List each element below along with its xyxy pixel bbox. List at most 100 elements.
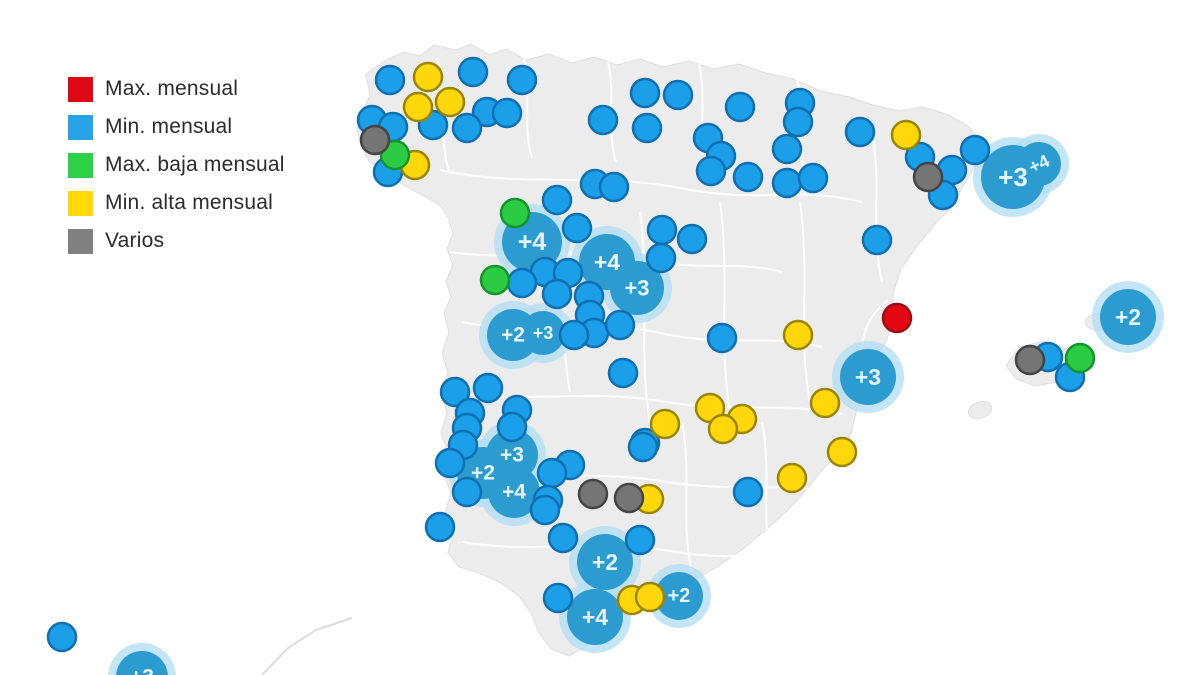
record-dot-blue[interactable] [547, 522, 579, 554]
cluster-count-label: +2 [592, 549, 618, 575]
record-dot-blue[interactable] [771, 167, 803, 199]
cluster-marker[interactable] [655, 572, 703, 620]
record-dot-yellow[interactable] [890, 119, 922, 151]
cluster-count-label: +3 [500, 444, 524, 467]
record-dot-blue[interactable] [529, 494, 561, 526]
cluster-count-label: +3 [130, 666, 154, 675]
record-dot-blue[interactable] [374, 64, 406, 96]
record-dot-blue[interactable] [695, 155, 727, 187]
cluster-marker[interactable] [1017, 142, 1061, 186]
record-dot-blue[interactable] [541, 184, 573, 216]
record-dot-blue[interactable] [451, 112, 483, 144]
record-dot-blue[interactable] [424, 511, 456, 543]
record-dot-blue[interactable] [645, 242, 677, 274]
cluster-count-label: +3 [998, 162, 1028, 192]
cluster-count-label: +2 [501, 324, 525, 347]
legend-item-varios: Varios [68, 228, 285, 254]
cluster-count-label: +2 [1115, 304, 1141, 330]
record-dot-blue[interactable] [624, 524, 656, 556]
record-dot-green[interactable] [479, 264, 511, 296]
record-dot-yellow[interactable] [649, 408, 681, 440]
record-dot-blue[interactable] [797, 162, 829, 194]
record-dot-gray[interactable] [613, 482, 645, 514]
record-dot-red[interactable] [881, 302, 913, 334]
record-dot-blue[interactable] [604, 309, 636, 341]
cluster-count-label: +3 [855, 364, 881, 390]
record-dot-blue[interactable] [542, 582, 574, 614]
record-dot-blue[interactable] [732, 476, 764, 508]
record-dot-blue[interactable] [771, 133, 803, 165]
record-dot-blue[interactable] [631, 112, 663, 144]
record-dot-blue[interactable] [676, 223, 708, 255]
record-dot-gray[interactable] [359, 124, 391, 156]
record-dot-blue[interactable] [627, 431, 659, 463]
cluster-count-label: +4 [518, 228, 547, 256]
record-dot-blue[interactable] [558, 319, 590, 351]
legend-label: Min. alta mensual [105, 191, 273, 214]
record-dot-blue[interactable] [439, 376, 471, 408]
cluster-marker[interactable] [840, 349, 896, 405]
record-dot-blue[interactable] [646, 214, 678, 246]
legend-item-max-baja-mensual: Max. baja mensual [68, 152, 285, 178]
cluster-count-label: +4 [582, 604, 608, 630]
record-dot-blue[interactable] [496, 411, 528, 443]
record-dot-blue[interactable] [959, 134, 991, 166]
record-dot-blue[interactable] [434, 447, 466, 479]
record-dot-blue[interactable] [861, 224, 893, 256]
record-dot-blue[interactable] [451, 476, 483, 508]
record-dot-blue[interactable] [587, 104, 619, 136]
record-dot-blue[interactable] [706, 322, 738, 354]
legend-swatch-yellow [68, 190, 93, 216]
legend-item-min-alta-mensual: Min. alta mensual [68, 190, 285, 216]
legend-swatch-green [68, 152, 93, 178]
record-dot-blue[interactable] [607, 357, 639, 389]
record-dot-blue[interactable] [782, 106, 814, 138]
record-dot-green[interactable] [499, 197, 531, 229]
cluster-marker[interactable] [577, 534, 633, 590]
record-dot-blue[interactable] [472, 372, 504, 404]
record-dot-blue[interactable] [844, 116, 876, 148]
cluster-marker[interactable] [116, 651, 168, 675]
record-dot-blue[interactable] [457, 56, 489, 88]
record-dot-yellow[interactable] [402, 91, 434, 123]
cluster-count-label: +2 [471, 462, 495, 485]
record-dot-blue[interactable] [506, 267, 538, 299]
cluster-marker[interactable] [610, 261, 664, 315]
record-dot-yellow[interactable] [809, 387, 841, 419]
legend-item-min-mensual: Min. mensual [68, 114, 285, 140]
record-dot-green[interactable] [379, 139, 411, 171]
record-dot-gray[interactable] [1014, 344, 1046, 376]
record-dot-yellow[interactable] [782, 319, 814, 351]
record-dot-yellow[interactable] [434, 86, 466, 118]
cluster-marker[interactable] [521, 311, 565, 355]
cluster-count-label: +4 [594, 249, 620, 275]
record-dot-yellow[interactable] [412, 61, 444, 93]
cluster-marker[interactable] [488, 466, 540, 518]
record-dot-gray[interactable] [577, 478, 609, 510]
record-dot-blue[interactable] [724, 91, 756, 123]
record-dot-blue[interactable] [491, 97, 523, 129]
cluster-marker[interactable] [567, 589, 623, 645]
record-dot-yellow[interactable] [776, 462, 808, 494]
africa-coastline [261, 617, 353, 675]
record-dot-yellow[interactable] [826, 436, 858, 468]
record-dot-yellow[interactable] [634, 581, 666, 613]
record-dot-blue[interactable] [732, 161, 764, 193]
record-dot-blue[interactable] [662, 79, 694, 111]
legend-label: Max. baja mensual [105, 153, 285, 176]
record-dot-blue[interactable] [629, 77, 661, 109]
record-dot-blue[interactable] [506, 64, 538, 96]
record-dot-gray[interactable] [912, 161, 944, 193]
record-dot-blue[interactable] [541, 278, 573, 310]
record-dot-blue[interactable] [598, 171, 630, 203]
record-dot-green[interactable] [1064, 342, 1096, 374]
record-dot-blue[interactable] [561, 212, 593, 244]
record-dot-yellow[interactable] [707, 413, 739, 445]
record-dot-blue[interactable] [46, 621, 78, 653]
map-legend: Max. mensual Min. mensual Max. baja mens… [68, 76, 285, 254]
record-dot-blue[interactable] [536, 457, 568, 489]
cluster-marker[interactable] [1100, 289, 1156, 345]
record-markers-layer: +4+4+3+2+3+3+4+3+2+3+2+4+2+4+2+3 [46, 56, 1164, 675]
